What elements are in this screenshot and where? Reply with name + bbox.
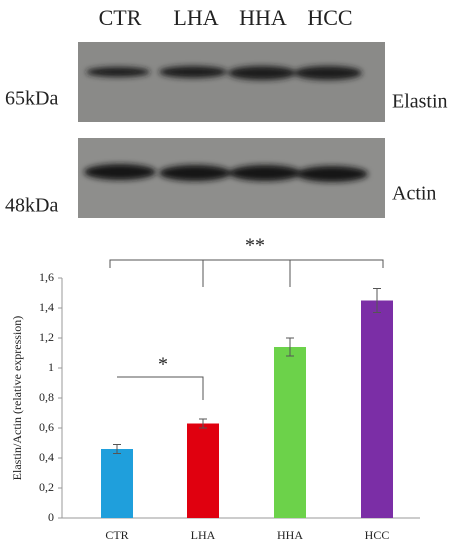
protein-label: Elastin [392, 91, 448, 113]
marker-label: 48kDa [5, 195, 58, 217]
y-axis-label: Elastin/Actin (relative expression) [10, 316, 24, 481]
significance-bracket [109, 259, 384, 287]
y-tick-label: 0,6 [39, 420, 54, 434]
lane-label: LHA [173, 5, 218, 30]
protein-label: Actin [392, 183, 436, 205]
x-tick-label: HHA [277, 528, 303, 542]
x-tick-label: LHA [191, 528, 216, 542]
x-tick-label: HCC [365, 528, 390, 542]
blot-bands [84, 164, 368, 182]
y-tick-label: 0,4 [39, 450, 54, 464]
y-tick-label: 0 [48, 510, 54, 524]
y-tick-label: 1,2 [39, 330, 54, 344]
y-tick-label: 1,4 [39, 300, 54, 314]
y-tick-label: 1 [48, 360, 54, 374]
significance-label: * [158, 354, 168, 376]
blot-bands [86, 66, 362, 80]
x-tick-label: CTR [105, 528, 128, 542]
y-tick-label: 0,2 [39, 480, 54, 494]
y-tick-label: 1,6 [39, 270, 54, 284]
marker-label: 65kDa [5, 88, 58, 110]
bar [187, 423, 219, 518]
lane-label: HCC [307, 5, 352, 30]
significance-bracket [117, 376, 204, 400]
blot-image [78, 42, 385, 122]
lane-label: CTR [99, 5, 142, 30]
bar [101, 449, 133, 518]
y-tick-label: 0,8 [39, 390, 54, 404]
lane-label: HHA [239, 5, 287, 30]
bar [274, 347, 306, 518]
bar [361, 300, 393, 518]
significance-label: ** [245, 235, 265, 257]
